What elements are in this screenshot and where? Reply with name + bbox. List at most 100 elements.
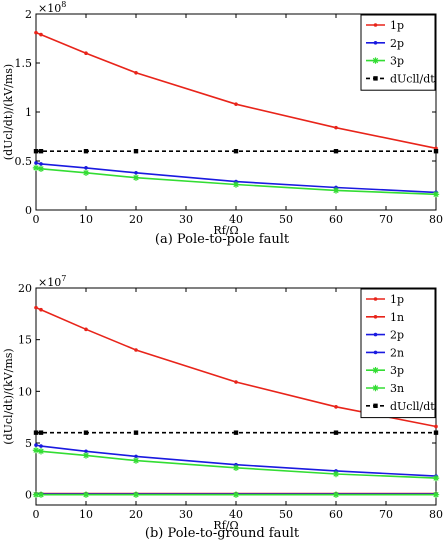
data-point-ducll-dt xyxy=(33,430,39,435)
legend: 1p 2p 3p dUcll/dt xyxy=(360,14,436,91)
legend-marker xyxy=(373,332,378,337)
data-point-2p xyxy=(34,443,38,447)
data-point-ducll-dt xyxy=(133,149,139,154)
data-point-3p xyxy=(32,164,40,172)
data-point-3p xyxy=(332,470,340,478)
x-tick-label: 40 xyxy=(229,508,243,521)
legend-label: 2p xyxy=(390,37,404,50)
data-point-1p xyxy=(134,71,138,75)
legend-entry-2p: 2p xyxy=(366,329,404,342)
data-point-3p xyxy=(132,457,140,464)
x-tick-label: 60 xyxy=(329,213,343,226)
legend-entry-3p: 3p xyxy=(366,364,404,377)
legend-label: 3n xyxy=(390,382,404,395)
data-point-ducll-dt xyxy=(433,149,439,154)
x-tick-label: 60 xyxy=(329,508,343,521)
data-point-2p xyxy=(84,449,88,454)
data-point-3p xyxy=(37,448,45,455)
data-point-3n xyxy=(332,491,340,498)
data-point-3n xyxy=(432,491,440,498)
legend-marker xyxy=(373,403,378,408)
legend-marker xyxy=(372,384,379,392)
data-point-1p xyxy=(39,32,43,37)
x-tick-label: 80 xyxy=(429,213,443,226)
series-2p xyxy=(34,443,438,478)
x-tick-label: 50 xyxy=(279,213,293,226)
x-tick-label: 30 xyxy=(179,213,193,226)
data-point-2p xyxy=(134,170,138,175)
data-point-ducll-dt xyxy=(333,430,339,435)
legend: 1p 1n 2p 2n 3p 3n dUcll/dt xyxy=(360,288,436,419)
legend-marker xyxy=(372,367,379,374)
data-point-ducll-dt xyxy=(38,430,44,435)
legend-entry-1n: 1n xyxy=(366,311,404,324)
legend-entry-ducll-dt: dUcll/dt xyxy=(366,400,435,413)
data-point-ducll-dt xyxy=(133,430,139,435)
legend-marker xyxy=(373,41,378,45)
legend-marker xyxy=(373,350,378,355)
y-tick-label: 5 xyxy=(25,437,32,450)
data-point-3p xyxy=(432,191,440,198)
data-point-3n xyxy=(132,491,140,498)
legend-label: 1n xyxy=(390,311,404,324)
legend-entry-3n: 3n xyxy=(366,382,404,395)
data-point-1p xyxy=(84,51,88,55)
legend-entry-1p: 1p xyxy=(366,293,404,306)
legend-label: 1p xyxy=(390,19,404,32)
legend-marker xyxy=(373,23,378,27)
data-point-3p xyxy=(82,169,90,176)
data-point-2p xyxy=(39,162,43,166)
data-point-3p xyxy=(82,452,90,459)
data-point-ducll-dt xyxy=(433,430,439,435)
x-tick-label: 10 xyxy=(79,508,93,521)
x-tick-label: 70 xyxy=(379,508,393,521)
data-point-3n xyxy=(232,491,240,498)
x-tick-label: 0 xyxy=(33,508,40,521)
data-point-3n xyxy=(82,491,90,498)
data-point-ducll-dt xyxy=(33,149,39,154)
data-point-2p xyxy=(134,454,138,459)
legend-entry-3p: 3p xyxy=(366,55,404,68)
series-ducll-dt xyxy=(33,430,439,435)
chart-pole-to-pole: 0 10 20 30 40 50 60 70 80 0 0.5 1 1.5 2 ×108 Rf/Ω (dUcl/… xyxy=(2,0,443,237)
y-tick-label: 0 xyxy=(25,204,32,217)
legend-label: 3p xyxy=(390,55,404,68)
y-exponent-power: 8 xyxy=(61,0,66,9)
data-point-3p xyxy=(232,181,240,188)
legend-label: dUcll/dt xyxy=(390,400,435,413)
legend-marker xyxy=(373,76,378,81)
legend-label: dUcll/dt xyxy=(390,72,435,85)
data-point-1p xyxy=(34,30,38,35)
series-ducll-dt xyxy=(33,149,439,154)
legend-marker xyxy=(373,315,378,319)
x-tick-label: 0 xyxy=(33,213,40,226)
legend-entry-2p: 2p xyxy=(366,37,404,50)
y-axis-label: (dUcl/dt)/(kV/ms) xyxy=(2,348,15,444)
x-tick-label: 40 xyxy=(229,213,243,226)
legend-label: 3p xyxy=(390,364,404,377)
data-point-ducll-dt xyxy=(83,149,89,154)
data-point-ducll-dt xyxy=(83,430,89,435)
series-3n xyxy=(32,491,440,498)
data-point-3n xyxy=(32,491,40,498)
y-tick-label: 1 xyxy=(25,106,32,119)
legend-entry-2n: 2n xyxy=(366,346,404,359)
x-axis-label: Rf/Ω xyxy=(213,224,238,237)
y-tick-label: 1.5 xyxy=(15,57,33,70)
legend-label: 1p xyxy=(390,293,404,306)
data-point-1p xyxy=(234,102,238,106)
data-point-1p xyxy=(84,327,88,332)
x-tick-label: 50 xyxy=(279,508,293,521)
x-tick-label: 80 xyxy=(429,508,443,521)
caption-a: (a) Pole-to-pole fault xyxy=(154,232,290,247)
y-exponent-power: 7 xyxy=(61,274,66,283)
y-tick-label: 0.5 xyxy=(15,155,33,168)
data-point-ducll-dt xyxy=(233,430,239,435)
legend-label: 2n xyxy=(390,346,404,359)
y-exponent-label: ×108 xyxy=(38,0,66,15)
legend-marker xyxy=(373,297,378,301)
y-axis-label: (dUcl/dt)/(kV/ms) xyxy=(2,64,15,160)
data-point-3p xyxy=(232,464,240,471)
y-tick-label: 20 xyxy=(18,282,32,295)
x-tick-label: 20 xyxy=(129,213,143,226)
